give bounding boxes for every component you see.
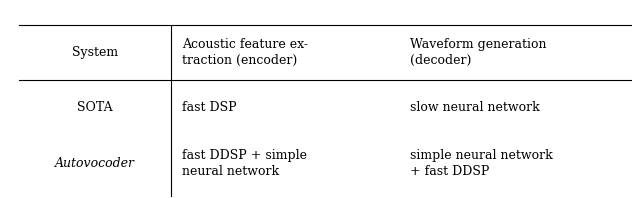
- Text: Autovocoder: Autovocoder: [55, 157, 135, 170]
- Text: slow neural network: slow neural network: [410, 101, 539, 114]
- Text: System: System: [72, 46, 118, 59]
- Text: SOTA: SOTA: [77, 101, 112, 114]
- Text: Waveform generation
(decoder): Waveform generation (decoder): [410, 38, 546, 67]
- Text: simple neural network
+ fast DDSP: simple neural network + fast DDSP: [410, 149, 552, 178]
- Text: Acoustic feature ex-
traction (encoder): Acoustic feature ex- traction (encoder): [182, 38, 308, 67]
- Text: fast DSP: fast DSP: [182, 101, 236, 114]
- Text: fast DDSP + simple
neural network: fast DDSP + simple neural network: [182, 149, 307, 178]
